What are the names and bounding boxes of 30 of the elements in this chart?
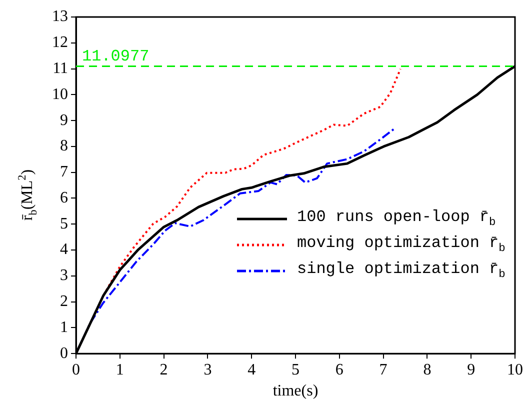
y-tick-label: 1	[60, 318, 68, 336]
y-tick-label: 5	[60, 215, 68, 232]
y-tick-label: 11	[52, 60, 68, 77]
x-tick-label: 2	[160, 361, 168, 378]
y-tick-label: 12	[52, 34, 68, 52]
x-tick-label: 3	[204, 361, 212, 378]
legend-label: 100 runs open-loop r̄$_{b}$	[297, 208, 496, 230]
y-tick-label: 8	[60, 138, 68, 155]
ref-line-label: 11.0977	[82, 47, 150, 66]
y-tick-label: 0	[60, 344, 68, 362]
x-tick-label: 5	[292, 361, 300, 378]
y-tick-label: 10	[52, 86, 68, 103]
y-tick-label: 7	[60, 164, 68, 181]
x-tick-label: 0	[72, 361, 80, 378]
x-tick-label: 8	[423, 361, 432, 378]
x-tick-label: 1	[116, 361, 124, 378]
x-tick-label: 7	[379, 361, 388, 378]
x-tick-label: 6	[335, 361, 344, 378]
y-tick-label: 13	[52, 8, 68, 26]
y-tick-label: 3	[60, 267, 68, 284]
x-axis-title: time(s)	[272, 382, 318, 400]
y-tick-label: 4	[60, 241, 68, 258]
x-tick-label: 10	[507, 361, 523, 378]
y-tick-label: 9	[60, 112, 68, 129]
x-tick-label: 4	[248, 361, 256, 378]
y-tick-label: 2	[60, 293, 68, 310]
legend-label: single optimization r̄$_{b}$	[297, 260, 506, 282]
x-tick-label: 9	[467, 361, 476, 378]
legend-label: moving optimization r̄$_{b}$	[297, 234, 506, 256]
y-tick-label: 6	[60, 189, 68, 206]
